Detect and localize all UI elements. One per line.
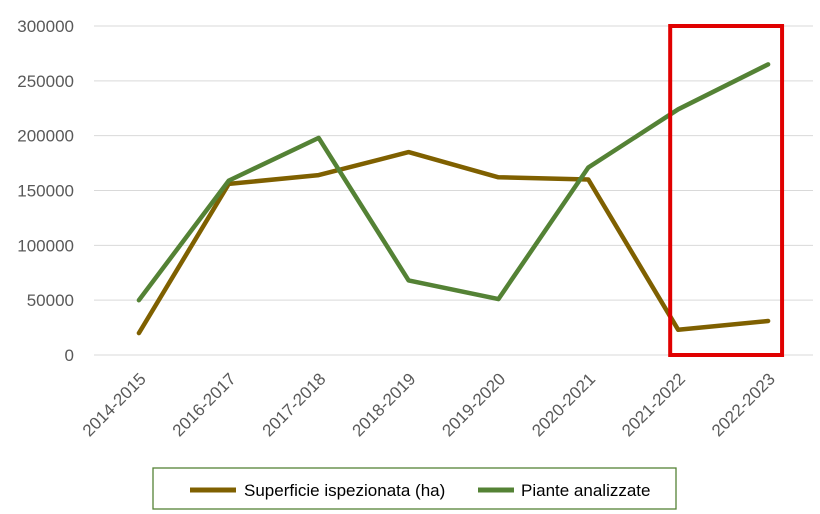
legend-frame xyxy=(152,467,677,510)
y-tick-label: 0 xyxy=(65,346,74,365)
y-tick-label: 200000 xyxy=(17,127,74,146)
x-tick-label: 2022-2023 xyxy=(708,369,779,440)
x-axis-ticks: 2014-2015 2016-2017 2017-2018 2018-2019 2019… xyxy=(79,369,779,440)
x-tick-label: 2020-2021 xyxy=(528,369,599,440)
x-tick-label: 2018-2019 xyxy=(348,369,419,440)
x-tick-label: 2019-2020 xyxy=(438,369,509,440)
series-line-piante xyxy=(136,62,771,303)
legend: Superficie ispezionata (ha) Piante anali… xyxy=(152,467,677,510)
legend-label-superficie: Superficie ispezionata (ha) xyxy=(244,481,445,500)
x-tick-label: 2021-2022 xyxy=(618,369,689,440)
y-tick-label: 150000 xyxy=(17,182,74,201)
y-tick-label: 300000 xyxy=(17,17,74,36)
y-tick-label: 250000 xyxy=(17,72,74,91)
x-tick-label: 2014-2015 xyxy=(79,369,150,440)
highlight-box xyxy=(668,24,785,357)
y-tick-label: 50000 xyxy=(27,291,74,310)
gridlines xyxy=(94,25,813,356)
y-axis-ticks: 300000 250000 200000 150000 100000 50000 0 xyxy=(17,17,74,365)
series-line-superficie xyxy=(136,149,771,336)
x-tick-label: 2017-2018 xyxy=(259,369,330,440)
series-lines xyxy=(136,62,771,336)
x-tick-label: 2016-2017 xyxy=(169,369,240,440)
y-tick-label: 100000 xyxy=(17,236,74,255)
legend-label-piante: Piante analizzate xyxy=(521,481,650,500)
